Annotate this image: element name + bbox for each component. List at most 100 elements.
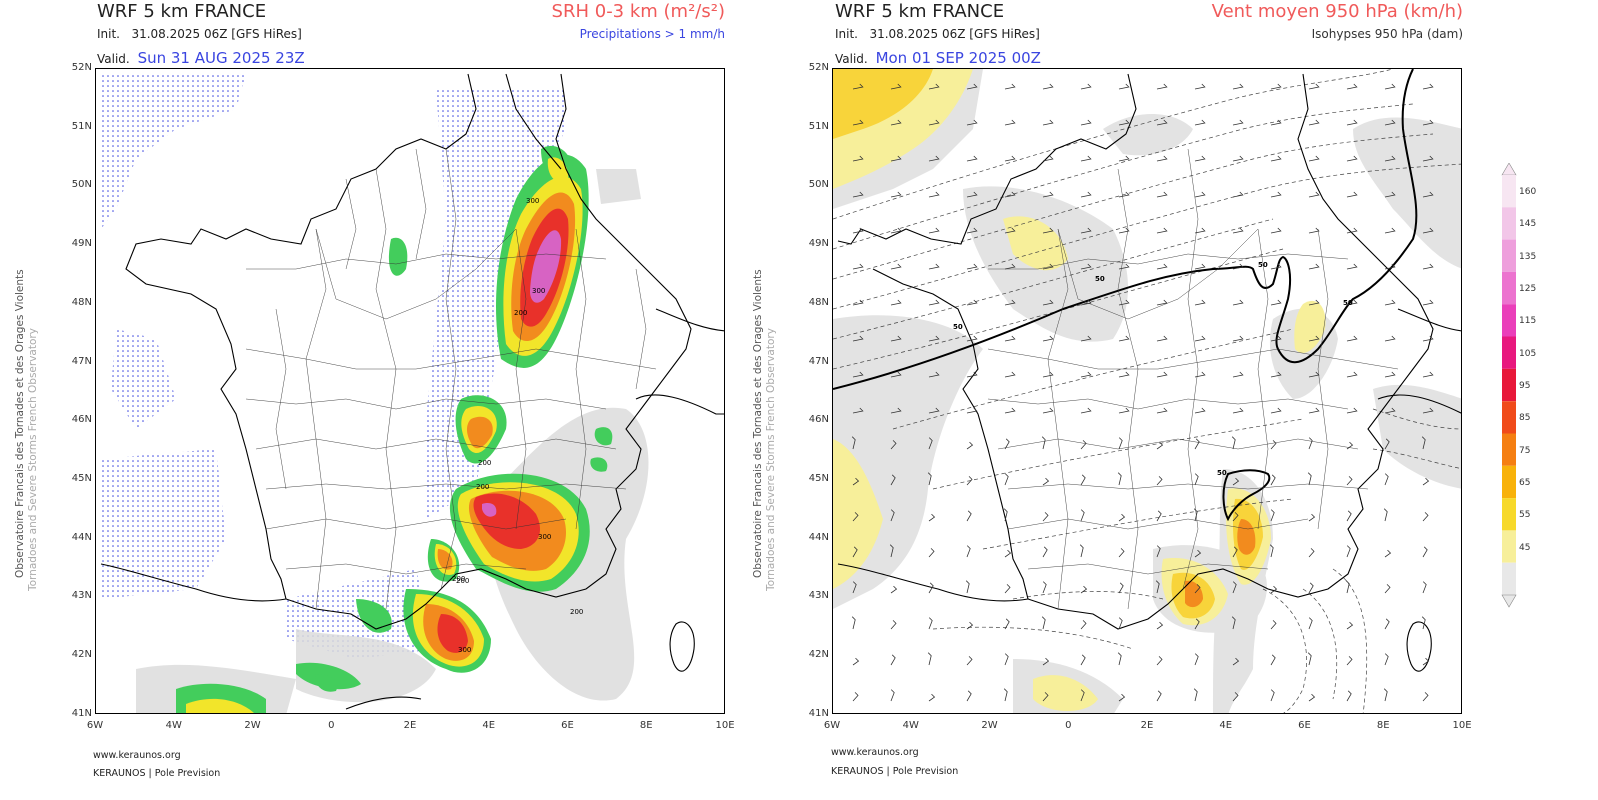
srh-map-canvas: 300 200 300 200 200 300 200 200 200 300 [100,73,724,713]
isohypse-label: 50 [1258,261,1268,269]
wind-barb [1042,227,1054,234]
wind-barb [1156,119,1168,126]
observatory-name-fr: Observatoire Francais des Tornades et de… [752,269,764,578]
wind-barb [890,371,902,378]
wind-barb [1232,263,1244,270]
wind-barb [890,620,897,630]
latitude-tick-label: 45N [71,472,92,484]
wind-barb [1156,476,1163,486]
wind-barb [1346,83,1358,90]
wind-barb [1042,657,1050,666]
wind-barb [966,441,974,450]
wind-barb [890,191,902,198]
wind-barb [1080,474,1086,486]
wind-barb [1308,513,1316,522]
wind-barb [1156,335,1168,342]
wind-barb [1118,437,1123,450]
wind-barb [1080,191,1092,198]
latitude-tick-label: 49N [808,238,829,250]
wind-barb [1194,191,1206,198]
footer-url: www.keraunos.org [831,747,919,758]
wind-barb [966,263,978,270]
wind-barb [928,227,940,234]
wind-barb [1003,688,1008,702]
wind-barb [1080,620,1087,630]
wind-barb [1156,441,1164,450]
wind-barb [890,263,902,270]
colorbar-label: 105 [1519,348,1537,359]
wind-barb [1232,371,1244,378]
wind-speed-colorbar: 160 145 135 125 115 105 95 85 75 65 55 45 [1501,163,1561,618]
longitude-tick-label: 4E [482,720,496,731]
wind-barb [1422,155,1434,162]
wind-barb [1118,119,1130,126]
wind-barb [966,83,978,90]
wind-barb [1042,407,1054,414]
init-line: Init. 31.08.2025 06Z [GFS HiRes] [835,27,1040,41]
wind-barb [1421,616,1426,630]
wind-barb [928,263,940,270]
wind-barb [1080,689,1085,702]
wind-barb [1042,119,1054,126]
wind-barb [1041,616,1046,630]
wind-barb [852,191,864,198]
wind-barb [1156,621,1164,630]
contour-label: 200 [456,577,469,585]
wind-barb [1346,690,1352,702]
wind-barb [852,299,864,306]
colorbar-label: 65 [1519,477,1531,488]
colorbar-swatch [1502,401,1516,434]
wind-barb [1194,119,1206,126]
wind-barb [966,621,974,630]
contour-label: 200 [478,459,491,467]
wind-barb [1270,299,1282,306]
colorbar-label: 45 [1519,542,1531,553]
init-line: Init. 31.08.2025 06Z [GFS HiRes] [97,27,302,41]
longitude-tick-label: 6E [561,720,574,731]
wind-barb [852,546,858,558]
wind-barb [1042,477,1050,486]
colorbar-label: 160 [1519,187,1537,198]
wind-barb [1041,436,1046,450]
wind-barb [852,155,864,162]
wind-barb [1384,438,1390,450]
wind-barb [1156,371,1168,378]
colorbar-swatch [1502,562,1516,595]
wind-barb [928,693,936,702]
colorbar-swatches [1501,163,1517,608]
wind-barb [852,407,864,414]
wind-barb [1232,407,1244,414]
longitude-tick-label: 6W [86,720,104,731]
wind-barb [1422,546,1428,558]
colorbar-label: 95 [1519,381,1531,391]
wind-barb [890,654,896,666]
wind-barb [1383,688,1388,702]
wind-barb [890,407,902,414]
latitude-tick-label: 52N [808,62,829,73]
wind-barb [1232,299,1244,306]
wind-barb [851,436,856,450]
wind-barb [1422,263,1434,270]
wind-barb [1270,440,1277,450]
wind-barb [1042,263,1054,270]
wind-barb [966,371,978,378]
colorbar-swatch [1502,368,1516,402]
wind-barb [1004,371,1016,378]
wind-barb [1270,263,1282,270]
observatory-side-label: Observatoire Francais des Tornades et de… [752,218,777,591]
wind-barb [1080,585,1088,594]
colorbar-label: 75 [1519,445,1531,456]
wind-barb [928,617,933,630]
colorbar-swatch [1502,207,1516,240]
wind-barb [1384,407,1396,414]
wind-barb [965,580,970,594]
valid-date: Mon 01 SEP 2025 00Z [875,49,1041,67]
wind-barb [1308,83,1320,90]
longitude-tick-label: 0 [1065,720,1072,731]
wind-gold-shading [833,69,1263,619]
wind-barb [1155,580,1160,594]
srh-map: 300 200 300 200 200 300 200 200 200 300 [95,68,725,714]
wind-barb [1308,263,1320,270]
wind-barb [1308,155,1320,162]
wind-barb [1004,438,1010,450]
